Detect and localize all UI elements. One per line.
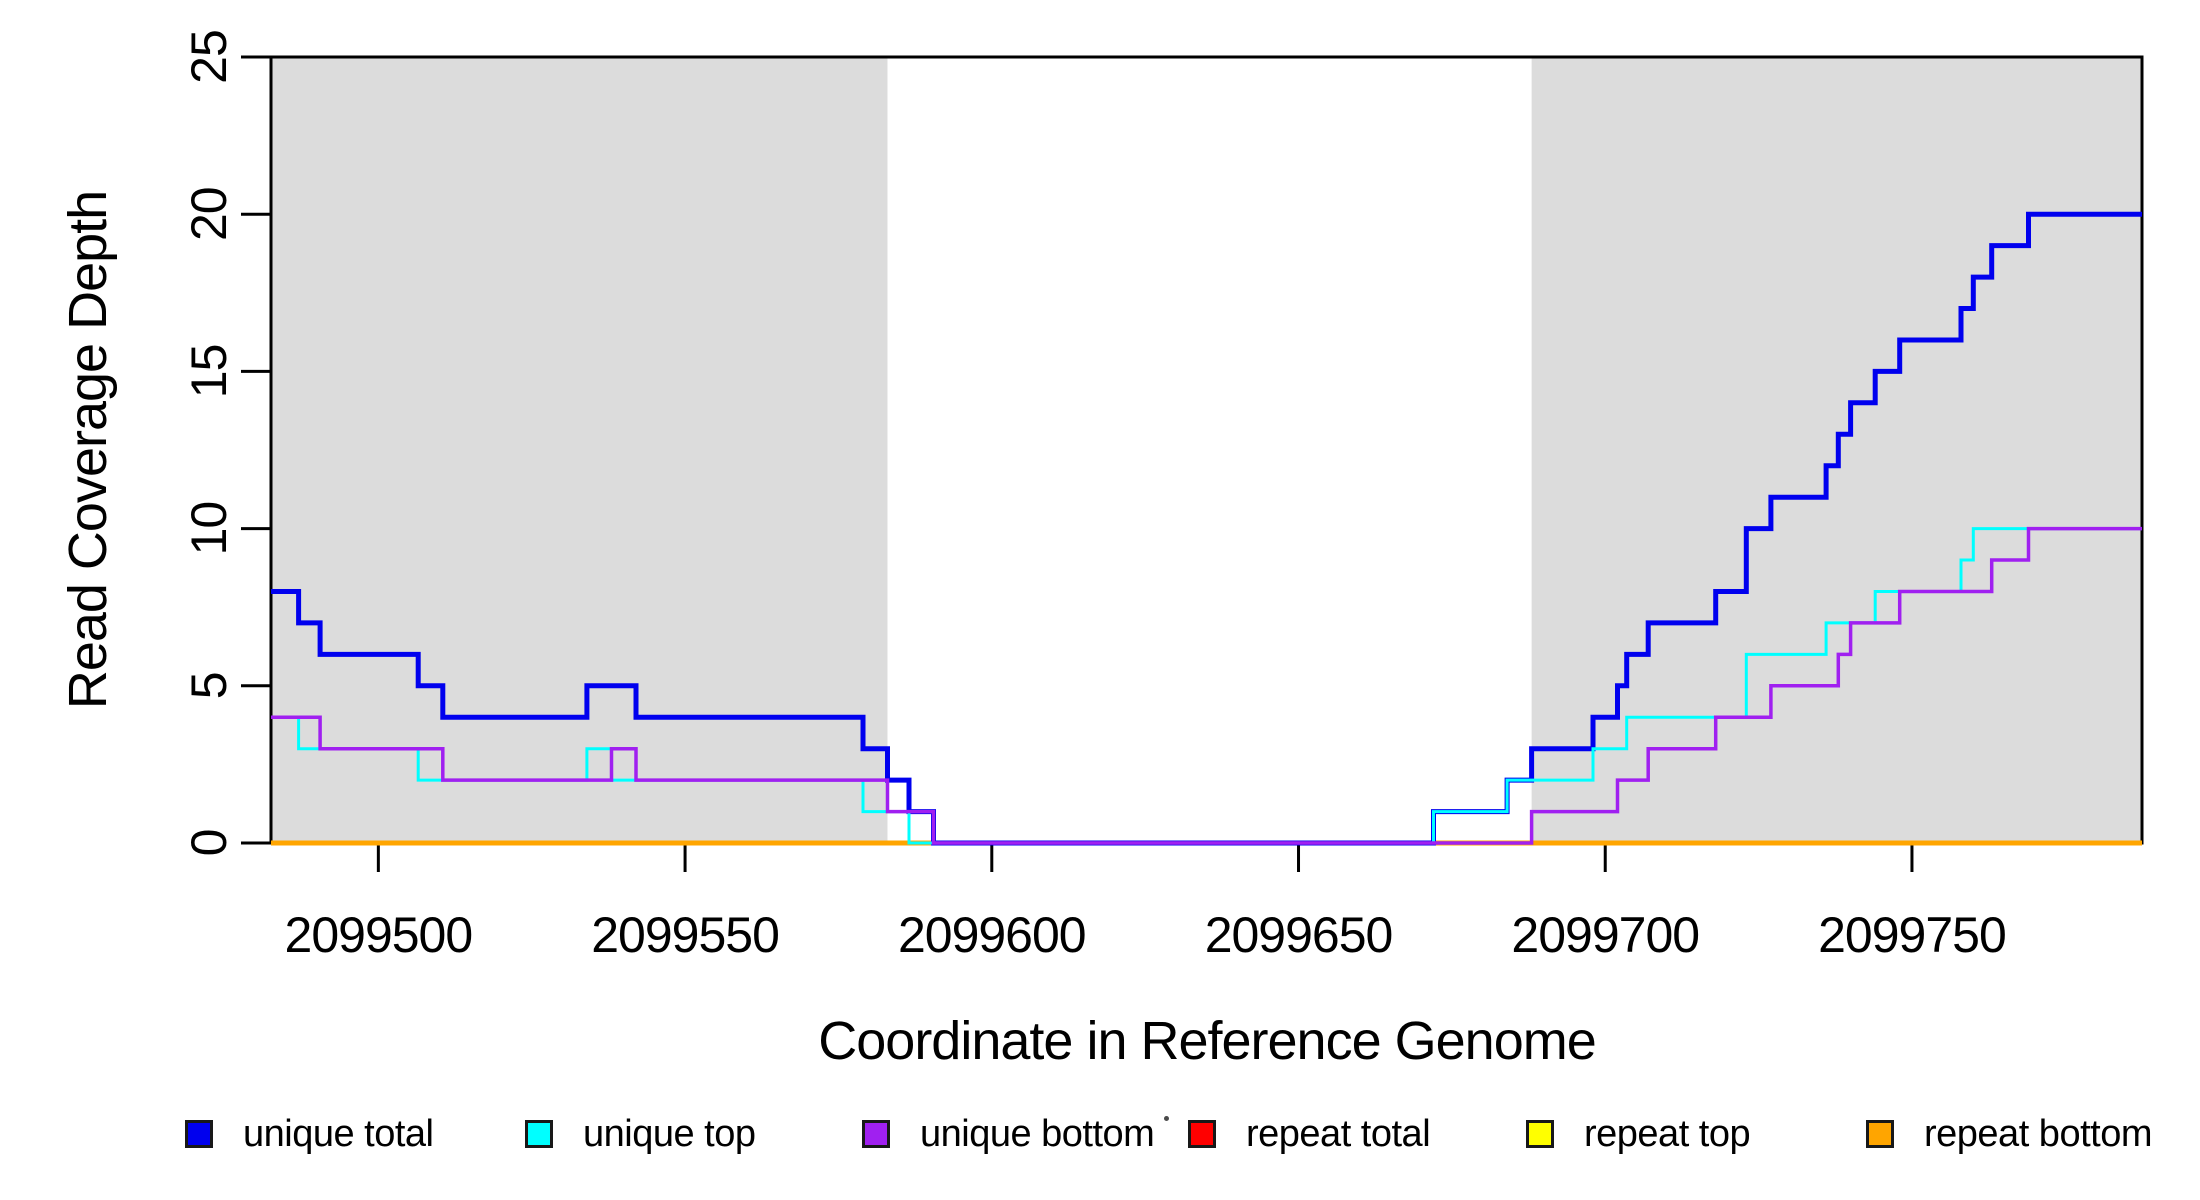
legend-label: unique top	[583, 1112, 756, 1155]
y-tick-label: 25	[181, 30, 237, 84]
repeat-bottom-swatch-icon	[1866, 1120, 1894, 1148]
legend-item-unique-top: unique top	[525, 1112, 756, 1156]
unique-top-swatch-icon	[525, 1120, 553, 1148]
legend-item-repeat-top: repeat top	[1526, 1112, 1751, 1156]
unique-total-swatch-icon	[185, 1120, 213, 1148]
shaded-region	[271, 57, 888, 843]
repeat-top-swatch-icon	[1526, 1120, 1554, 1148]
x-tick-label: 2099500	[285, 907, 473, 963]
unique-bottom-swatch-icon	[862, 1120, 890, 1148]
legend-label: repeat bottom	[1924, 1112, 2152, 1155]
x-tick-label: 2099700	[1511, 907, 1699, 963]
y-tick-label: 20	[181, 187, 237, 241]
legend-item-repeat-total: repeat total	[1188, 1112, 1431, 1156]
legend-item-unique-total: unique total	[185, 1112, 434, 1156]
legend-label: unique total	[243, 1112, 434, 1155]
legend-item-repeat-bottom: repeat bottom	[1866, 1112, 2152, 1156]
x-tick-label: 2099650	[1205, 907, 1393, 963]
series-unique-total	[271, 211, 2142, 846]
repeat-total-swatch-icon	[1188, 1120, 1216, 1148]
legend-item-unique-bottom: unique bottom	[862, 1112, 1155, 1156]
y-tick-label: 15	[181, 345, 237, 399]
legend-label: repeat top	[1584, 1112, 1751, 1155]
stray-mark	[1164, 1116, 1169, 1121]
legend-label: repeat total	[1246, 1112, 1431, 1155]
x-tick-label: 2099750	[1818, 907, 2006, 963]
x-axis-title: Coordinate in Reference Genome	[818, 1011, 1596, 1071]
x-tick-label: 2099600	[898, 907, 1086, 963]
series-unique-bottom	[271, 526, 2142, 845]
y-tick-label: 5	[181, 672, 237, 699]
legend-label: unique bottom	[920, 1112, 1155, 1155]
series-unique-top	[271, 527, 2142, 845]
y-tick-label: 0	[181, 830, 237, 857]
x-tick-label: 2099550	[591, 907, 779, 963]
y-axis-title: Read Coverage Depth	[58, 190, 118, 710]
y-tick-label: 10	[181, 502, 237, 556]
